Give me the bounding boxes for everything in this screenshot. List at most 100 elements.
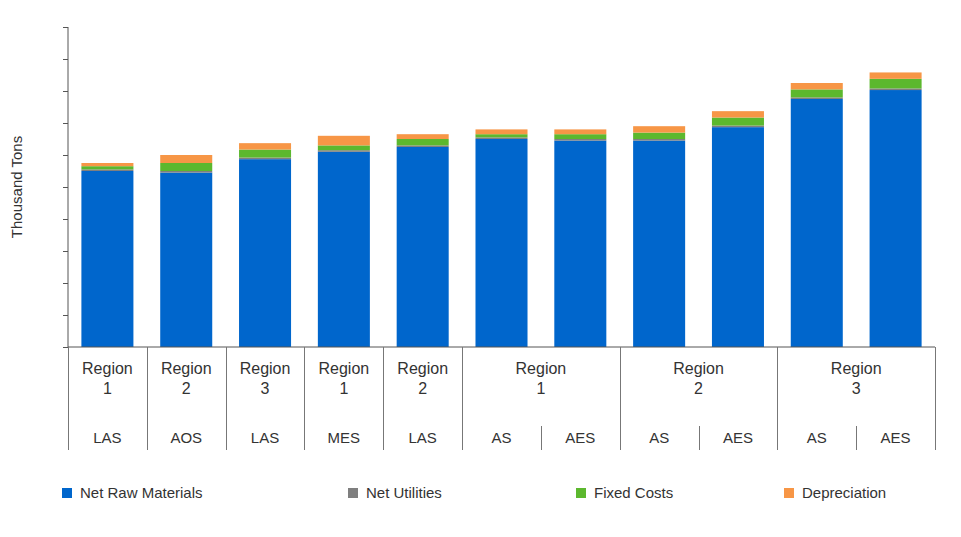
group-separator: [462, 347, 463, 450]
y-axis-label: Thousand Tons: [8, 136, 25, 238]
leaf-separator: [856, 426, 857, 450]
bar-segment: [554, 129, 606, 134]
bar-segment: [712, 118, 764, 126]
group-separator: [226, 347, 227, 450]
bar-segment: [633, 126, 685, 132]
group-label-line: 2: [418, 380, 427, 397]
bar-segment: [397, 145, 449, 147]
bar-segment: [160, 155, 212, 163]
group-label-line: Region: [240, 360, 291, 377]
bar-segment: [160, 171, 212, 173]
group-label: Region 2: [673, 360, 724, 397]
bar-segment: [870, 79, 922, 89]
y-tick: [63, 155, 68, 156]
group-label: Region 3: [240, 360, 291, 397]
y-tick: [63, 219, 68, 220]
bar-segment: [791, 89, 843, 97]
bar-segment: [712, 127, 764, 347]
bar-segment: [712, 111, 764, 117]
bar-segment: [475, 137, 527, 139]
chart-svg: Thousand TonsRegion1Region2Region3Region…: [0, 0, 961, 537]
bar-segment: [554, 134, 606, 139]
group-label-line: Region: [82, 360, 133, 377]
legend-swatch: [62, 488, 72, 498]
x-tick-label: LAS: [409, 429, 437, 446]
y-tick: [63, 251, 68, 252]
bars: [81, 72, 921, 347]
y-tick: [63, 315, 68, 316]
x-tick-label: AS: [649, 429, 669, 446]
legend-label: Net Raw Materials: [80, 484, 203, 501]
bar-segment: [554, 141, 606, 347]
leaf-separator: [699, 426, 700, 450]
legend-label: Depreciation: [802, 484, 886, 501]
bar-segment: [239, 143, 291, 149]
leaf-separator: [541, 426, 542, 450]
group-label-line: Region: [397, 360, 448, 377]
y-tick: [63, 27, 68, 28]
bar-segment: [397, 139, 449, 145]
x-tick-label: MES: [328, 429, 361, 446]
bar-segment: [81, 169, 133, 171]
x-tick-label: AS: [491, 429, 511, 446]
legend-label: Net Utilities: [366, 484, 442, 501]
y-tick: [63, 187, 68, 188]
bar-segment: [633, 139, 685, 141]
bar-segment: [81, 171, 133, 347]
x-tick-label: LAS: [93, 429, 121, 446]
group-label: Region 1: [82, 360, 133, 397]
legend-label: Fixed Costs: [594, 484, 673, 501]
group-label-line: 1: [536, 380, 545, 397]
bar-segment: [81, 163, 133, 166]
legend-swatch: [576, 488, 586, 498]
group-label-line: 3: [261, 380, 270, 397]
group-separator: [620, 347, 621, 450]
group-separator: [777, 347, 778, 450]
bar-segment: [712, 126, 764, 128]
group-separator: [147, 347, 148, 450]
bar-segment: [633, 133, 685, 139]
x-tick-label: AS: [807, 429, 827, 446]
x-tick-label: AES: [565, 429, 595, 446]
bar-segment: [791, 83, 843, 89]
group-label: Region 2: [161, 360, 212, 397]
group-label-line: 2: [694, 380, 703, 397]
group-separator: [383, 347, 384, 450]
bar-segment: [475, 139, 527, 347]
bar-segment: [475, 134, 527, 137]
group-label-line: Region: [516, 360, 567, 377]
y-tick: [63, 91, 68, 92]
x-tick-label: AOS: [170, 429, 202, 446]
y-tick: [63, 283, 68, 284]
x-tick-label: LAS: [251, 429, 279, 446]
group-separator: [935, 347, 936, 450]
group-label: Region3: [831, 360, 882, 397]
bar-segment: [318, 145, 370, 150]
bar-segment: [397, 147, 449, 347]
bar-segment: [318, 152, 370, 347]
bar-segment: [160, 173, 212, 347]
bar-segment: [239, 150, 291, 158]
group-label: Region 1: [319, 360, 370, 397]
y-tick: [63, 123, 68, 124]
y-tick: [63, 59, 68, 60]
group-label-line: Region: [319, 360, 370, 377]
group-label-line: Region: [161, 360, 212, 377]
group-label-line: Region: [831, 360, 882, 377]
bar-segment: [554, 139, 606, 141]
bar-segment: [318, 136, 370, 146]
group-label-line: 1: [339, 380, 348, 397]
x-tick-label: AES: [881, 429, 911, 446]
group-label-line: 2: [182, 380, 191, 397]
group-label-line: 1: [103, 380, 112, 397]
group-label: Region 2: [397, 360, 448, 397]
bar-segment: [239, 158, 291, 160]
group-label-line: Region: [673, 360, 724, 377]
bar-segment: [791, 97, 843, 99]
group-separator: [68, 347, 69, 450]
bar-segment: [81, 166, 133, 169]
bar-segment: [870, 72, 922, 78]
group-label: Region 1: [516, 360, 567, 397]
bar-segment: [318, 150, 370, 152]
bar-segment: [791, 99, 843, 347]
